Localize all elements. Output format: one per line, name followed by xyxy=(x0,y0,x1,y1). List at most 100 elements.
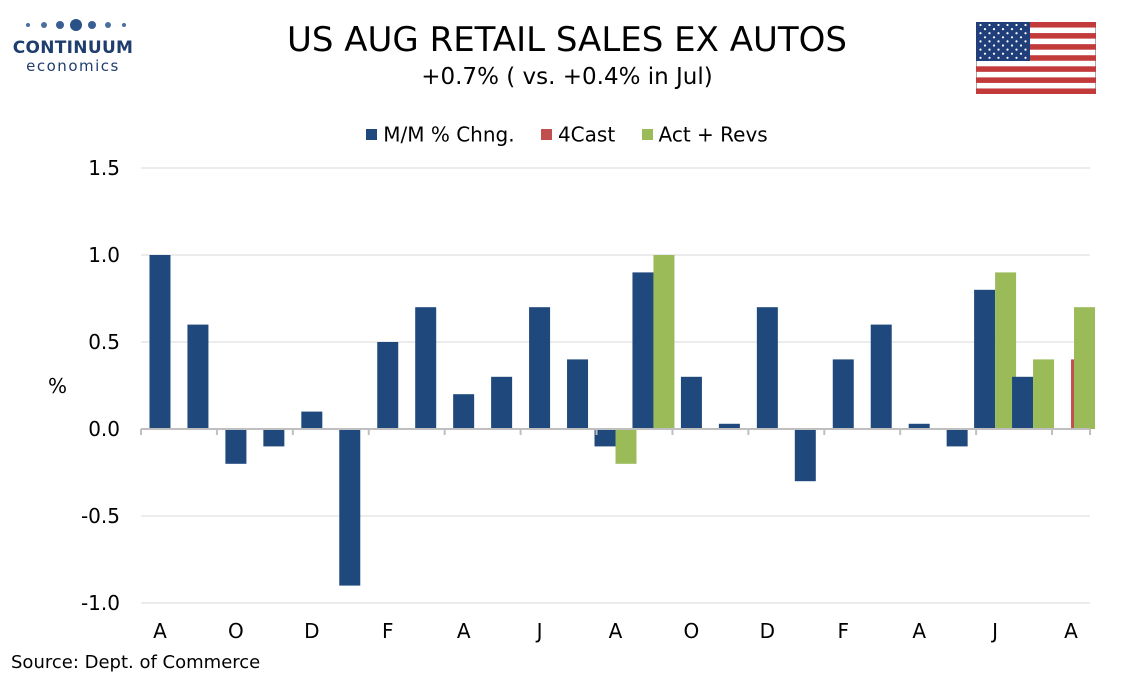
y-tick-label: -0.5 xyxy=(81,504,120,528)
flag-star xyxy=(1015,23,1018,27)
x-tick-label: D xyxy=(760,619,775,643)
bar-mm xyxy=(377,342,399,429)
bar-mm xyxy=(832,359,854,429)
logo: CONTINUUM economics xyxy=(12,14,134,74)
flag-star xyxy=(988,56,991,59)
flag-star xyxy=(979,56,982,59)
flag-star xyxy=(1024,23,1027,27)
flag-star xyxy=(1010,44,1014,47)
x-tick-label: J xyxy=(535,619,543,643)
flag-stripe xyxy=(976,77,1096,83)
flag-star xyxy=(1001,44,1005,47)
flag-star xyxy=(1010,36,1014,39)
legend-item-actual: Act + Revs xyxy=(641,121,768,147)
flag-star xyxy=(1006,48,1009,51)
x-tick-label: D xyxy=(304,619,319,643)
y-axis-label: % xyxy=(48,374,68,398)
logo-name: CONTINUUM xyxy=(12,38,134,58)
flag-stripe xyxy=(976,33,1096,39)
flag-star xyxy=(1010,52,1014,55)
bar-actual xyxy=(615,429,637,464)
legend-swatch-actual xyxy=(641,128,653,140)
flag-stripe xyxy=(976,66,1096,72)
flag-star xyxy=(983,36,987,39)
flag-star xyxy=(1019,28,1023,31)
y-tick-label: 1.5 xyxy=(88,156,120,180)
bar-mm xyxy=(187,324,209,429)
source-note: Source: Dept. of Commerce xyxy=(11,652,261,673)
x-tick-label: A xyxy=(609,619,623,643)
flag-star xyxy=(988,40,991,43)
bar-mm xyxy=(974,289,996,429)
flag-star xyxy=(1024,40,1027,43)
bar-mm xyxy=(756,307,778,429)
flag-star xyxy=(1019,44,1023,47)
legend-label-mm: M/M % Chng. xyxy=(383,122,515,147)
x-tick-label: A xyxy=(153,619,167,643)
flag-star xyxy=(1001,28,1005,31)
legend-swatch-forecast xyxy=(540,128,552,140)
legend-swatch-mm xyxy=(366,128,378,140)
bar-mm xyxy=(149,255,171,429)
flag-star xyxy=(992,44,996,47)
bar-mm xyxy=(339,429,361,586)
x-tick-label: A xyxy=(1064,619,1078,643)
bar-mm xyxy=(946,429,968,447)
bar-actual xyxy=(1074,307,1096,429)
flag-star xyxy=(997,56,1000,59)
flag-star xyxy=(1001,36,1005,39)
x-tick-label: A xyxy=(457,619,471,643)
flag-star xyxy=(997,48,1000,51)
flag-star xyxy=(983,52,987,55)
legend-item-forecast: 4Cast xyxy=(540,121,616,147)
x-tick-label: A xyxy=(912,619,926,643)
bar-mm xyxy=(632,272,654,429)
flag-star xyxy=(1024,56,1027,59)
flag-star xyxy=(988,48,991,51)
flag-star xyxy=(992,36,996,39)
flag-star xyxy=(979,32,982,35)
bar-mm xyxy=(415,307,437,429)
logo-subtitle: economics xyxy=(26,57,120,75)
bar-mm xyxy=(680,376,702,429)
flag-stripe xyxy=(976,44,1096,50)
flag-stripe xyxy=(976,55,1096,61)
flag-star xyxy=(997,23,1000,27)
flag-star xyxy=(1019,36,1023,39)
chart-subtitle: +0.7% ( vs. +0.4% in Jul) xyxy=(421,64,713,90)
flag-star xyxy=(992,28,996,31)
y-tick-label: -1.0 xyxy=(81,591,120,615)
flag-star xyxy=(997,40,1000,43)
legend-label-actual: Act + Revs xyxy=(658,122,768,147)
flag-star xyxy=(1019,52,1023,55)
flag-star xyxy=(979,23,982,27)
flag-star xyxy=(1006,40,1009,43)
flag-star xyxy=(1001,52,1005,55)
x-tick-label: O xyxy=(228,619,244,643)
flag-star xyxy=(1015,56,1018,59)
bar-mm xyxy=(794,429,816,482)
bar-mm xyxy=(1012,376,1034,429)
flag-star xyxy=(1015,40,1018,43)
flag-star xyxy=(1015,48,1018,51)
flag-star xyxy=(979,40,982,43)
flag-star xyxy=(1024,48,1027,51)
flag-star xyxy=(983,28,987,31)
bar-mm xyxy=(594,429,616,447)
bar-mm xyxy=(225,429,247,464)
legend-label-forecast: 4Cast xyxy=(557,122,616,147)
logo-dots-icon xyxy=(26,19,126,31)
bar-mm xyxy=(529,307,551,429)
flag-star xyxy=(1015,32,1018,35)
y-tick-label: 0.5 xyxy=(88,330,120,354)
bar-mm xyxy=(908,423,930,429)
bar-mm xyxy=(718,423,740,429)
bar-actual xyxy=(995,272,1017,429)
flag-star xyxy=(1010,28,1014,31)
bar-mm xyxy=(453,394,475,429)
flag-star xyxy=(1006,32,1009,35)
flag-star xyxy=(997,32,1000,35)
x-tick-label: O xyxy=(684,619,700,643)
x-tick-label: F xyxy=(382,619,394,643)
